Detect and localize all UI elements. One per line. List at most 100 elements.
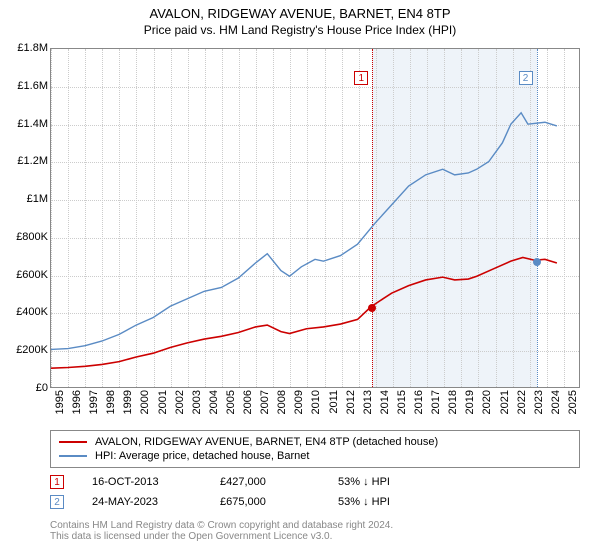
x-tick-label: 2013 <box>362 390 374 414</box>
legend-item: HPI: Average price, detached house, Barn… <box>59 449 571 463</box>
gridline-v <box>547 49 548 387</box>
event-point-marker <box>533 258 541 266</box>
y-tick-label: £600K <box>4 269 48 281</box>
footer-line: This data is licensed under the Open Gov… <box>50 531 580 542</box>
gridline-v <box>85 49 86 387</box>
footer-line: Contains HM Land Registry data © Crown c… <box>50 520 580 531</box>
gridline-h <box>51 87 579 88</box>
x-tick-label: 1996 <box>71 390 83 414</box>
gridline-v <box>102 49 103 387</box>
gridline-v <box>325 49 326 387</box>
gridline-v <box>461 49 462 387</box>
gridline-v <box>564 49 565 387</box>
event-price: £427,000 <box>220 476 310 488</box>
x-tick-label: 2025 <box>567 390 579 414</box>
gridline-v <box>154 49 155 387</box>
x-tick-label: 2005 <box>225 390 237 414</box>
x-tick-label: 2001 <box>157 390 169 414</box>
gridline-h <box>51 200 579 201</box>
event-date: 16-OCT-2013 <box>92 476 192 488</box>
gridline-h <box>51 351 579 352</box>
y-tick-label: £200K <box>4 344 48 356</box>
gridline-h <box>51 162 579 163</box>
gridline-v <box>530 49 531 387</box>
gridline-v <box>51 49 52 387</box>
event-line <box>537 49 538 387</box>
event-table: 1 16-OCT-2013 £427,000 53% ↓ HPI 2 24-MA… <box>50 472 580 512</box>
gridline-h <box>51 313 579 314</box>
legend-swatch <box>59 455 87 457</box>
plot-area: 12 <box>50 48 580 388</box>
gridline-v <box>478 49 479 387</box>
x-tick-label: 2012 <box>345 390 357 414</box>
x-tick-label: 2019 <box>464 390 476 414</box>
gridline-v <box>444 49 445 387</box>
chart-container: AVALON, RIDGEWAY AVENUE, BARNET, EN4 8TP… <box>0 0 600 560</box>
y-tick-label: £1.2M <box>4 155 48 167</box>
x-tick-label: 2017 <box>430 390 442 414</box>
x-tick-label: 2000 <box>139 390 151 414</box>
x-tick-label: 2021 <box>499 390 511 414</box>
gridline-v <box>307 49 308 387</box>
x-tick-label: 2006 <box>242 390 254 414</box>
x-tick-label: 2016 <box>413 390 425 414</box>
gridline-v <box>342 49 343 387</box>
event-line <box>372 49 373 387</box>
chart-title: AVALON, RIDGEWAY AVENUE, BARNET, EN4 8TP <box>0 0 600 21</box>
y-tick-label: £1M <box>4 193 48 205</box>
x-tick-label: 2024 <box>550 390 562 414</box>
footer: Contains HM Land Registry data © Crown c… <box>50 520 580 542</box>
legend-label: AVALON, RIDGEWAY AVENUE, BARNET, EN4 8TP… <box>95 436 438 448</box>
x-tick-label: 2020 <box>481 390 493 414</box>
legend-item: AVALON, RIDGEWAY AVENUE, BARNET, EN4 8TP… <box>59 435 571 449</box>
legend-swatch <box>59 441 87 443</box>
gridline-v <box>188 49 189 387</box>
x-tick-label: 2010 <box>310 390 322 414</box>
x-tick-label: 2011 <box>328 390 340 414</box>
y-tick-label: £1.4M <box>4 118 48 130</box>
gridline-v <box>496 49 497 387</box>
event-badge: 1 <box>50 475 64 489</box>
x-tick-label: 1999 <box>122 390 134 414</box>
x-tick-label: 2004 <box>208 390 220 414</box>
x-tick-label: 2022 <box>516 390 528 414</box>
event-row: 2 24-MAY-2023 £675,000 53% ↓ HPI <box>50 492 580 512</box>
event-price: £675,000 <box>220 496 310 508</box>
y-tick-label: £1.8M <box>4 42 48 54</box>
gridline-v <box>68 49 69 387</box>
event-date: 24-MAY-2023 <box>92 496 192 508</box>
x-tick-label: 2003 <box>191 390 203 414</box>
y-tick-label: £400K <box>4 306 48 318</box>
chart-subtitle: Price paid vs. HM Land Registry's House … <box>0 21 600 41</box>
gridline-v <box>205 49 206 387</box>
event-marker-box: 2 <box>519 71 533 85</box>
gridline-v <box>290 49 291 387</box>
x-tick-label: 2015 <box>396 390 408 414</box>
gridline-v <box>410 49 411 387</box>
gridline-v <box>376 49 377 387</box>
legend-label: HPI: Average price, detached house, Barn… <box>95 450 309 462</box>
x-tick-label: 1998 <box>105 390 117 414</box>
x-tick-label: 2008 <box>276 390 288 414</box>
gridline-v <box>136 49 137 387</box>
y-tick-label: £0 <box>4 382 48 394</box>
x-tick-label: 2009 <box>293 390 305 414</box>
x-tick-label: 2023 <box>533 390 545 414</box>
x-tick-label: 2018 <box>447 390 459 414</box>
event-point-marker <box>368 304 376 312</box>
gridline-v <box>427 49 428 387</box>
y-tick-label: £1.6M <box>4 80 48 92</box>
y-tick-label: £800K <box>4 231 48 243</box>
event-pct: 53% ↓ HPI <box>338 496 448 508</box>
gridline-v <box>393 49 394 387</box>
x-tick-label: 2014 <box>379 390 391 414</box>
event-row: 1 16-OCT-2013 £427,000 53% ↓ HPI <box>50 472 580 492</box>
gridline-v <box>171 49 172 387</box>
gridline-v <box>513 49 514 387</box>
gridline-h <box>51 238 579 239</box>
gridline-v <box>273 49 274 387</box>
x-tick-label: 2002 <box>174 390 186 414</box>
gridline-v <box>359 49 360 387</box>
gridline-v <box>239 49 240 387</box>
event-badge: 2 <box>50 495 64 509</box>
